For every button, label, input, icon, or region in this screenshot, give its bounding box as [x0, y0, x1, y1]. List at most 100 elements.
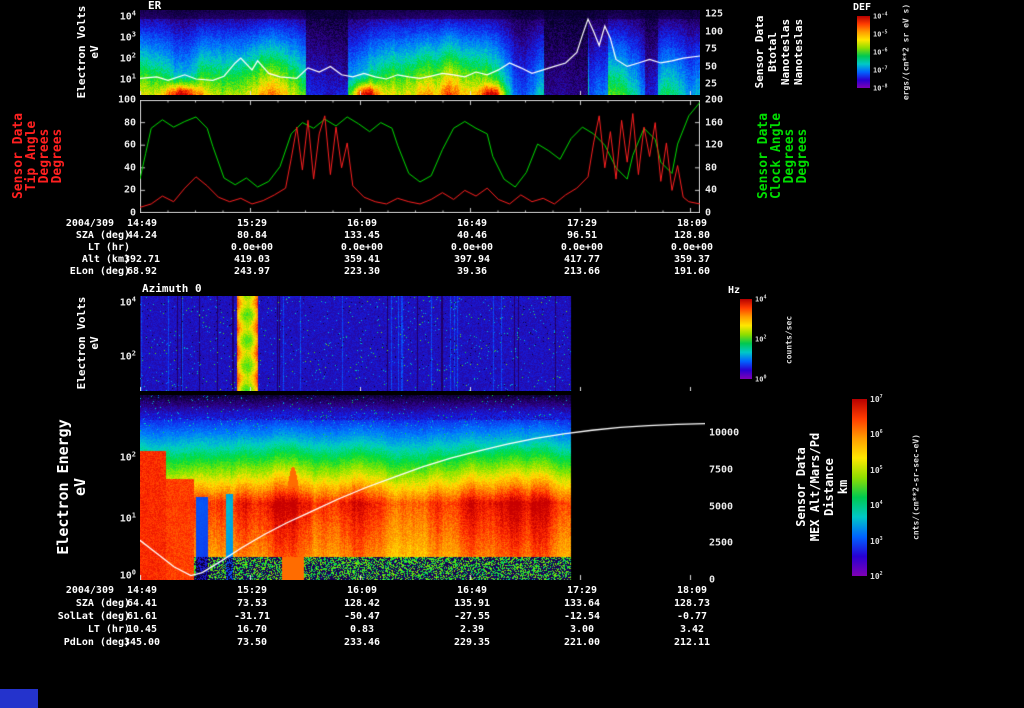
btotal-tick: 75 [705, 43, 718, 55]
annotation-value: 15:29 [236, 585, 268, 596]
annotation-row: LT (hr) 10.45 16.70 0.83 2.39 3.00 3.42 [0, 624, 1024, 636]
bottom-left-blue-box[interactable] [0, 689, 38, 708]
tip-angle-tick: 0 [129, 207, 136, 219]
annotation-row-label: Alt (km) [81, 254, 130, 265]
def-cbar-tick: 10-4 [873, 11, 888, 21]
annotation-value: 3.00 [569, 624, 595, 635]
annotation-value: 0.0e+00 [450, 242, 494, 253]
tip-angle-tick: 40 [123, 162, 136, 174]
def-cbar-tick: 10-5 [873, 29, 888, 39]
energy-tick: 101 [119, 511, 136, 525]
annotation-row: Alt (km) 392.71 419.03 359.41 397.94 417.77 35… [0, 254, 1024, 266]
annotation-value: -0.77 [676, 611, 708, 622]
annotation-value: 10.45 [126, 624, 158, 635]
annotation-value: 191.60 [673, 266, 711, 277]
annotation-value: -31.71 [233, 611, 271, 622]
clock-angle-tick: 40 [705, 184, 718, 196]
annotation-row: SZA (deg) 44.24 80.84 133.45 40.46 96.51 128.8… [0, 230, 1024, 242]
electron-spectrogram-canvas [140, 395, 705, 580]
def-cbar-tick: 10-6 [873, 47, 888, 57]
annotation-value: 133.64 [563, 598, 601, 609]
clock-angle-tick: 120 [705, 139, 724, 151]
mex-alt-axis-title-text: Sensor Data MEX Alt/Mars/Pd Distance km [794, 432, 850, 542]
annotation-row-label: SZA (deg) [75, 598, 130, 609]
altitude-tick: 0 [709, 574, 716, 586]
tip-angle-tick: 20 [123, 184, 136, 196]
annotation-value: 223.30 [343, 266, 381, 277]
er-right-axis-title-text: Sensor Data Btotal Nanoteslas Nanoteslas [753, 15, 805, 89]
hz-cbar-tick: 100 [755, 374, 767, 384]
annotation-value: 17:29 [566, 585, 598, 596]
annotation-row-label: PdLon (deg) [63, 637, 130, 648]
annotation-value: -50.47 [343, 611, 381, 622]
azimuth-panel-title: Azimuth 0 [142, 282, 202, 295]
annotation-value: 64.41 [126, 598, 158, 609]
annotation-value: 14:49 [126, 585, 158, 596]
annotation-value: 17:29 [566, 218, 598, 229]
clock-angle-tick: 80 [705, 162, 718, 174]
tip-angle-tick: 80 [123, 117, 136, 129]
annotation-value: 73.50 [236, 637, 268, 648]
er-energy-tick: 101 [119, 72, 136, 86]
annotation-value: 0.83 [349, 624, 375, 635]
annotation-row: 2004/309 14:49 15:29 16:09 16:49 17:29 18:09 [0, 585, 1024, 597]
annotation-value: 128.80 [673, 230, 711, 241]
annotation-value: 2.39 [459, 624, 485, 635]
altitude-tick: 10000 [709, 427, 740, 439]
annotation-value: 128.73 [673, 598, 711, 609]
flux-colorbar [852, 399, 867, 576]
annotation-value: 39.36 [456, 266, 488, 277]
annotation-value: 68.92 [126, 266, 158, 277]
annotation-value: 40.46 [456, 230, 488, 241]
annotation-value: 0.0e+00 [340, 242, 384, 253]
annotation-value: 0.0e+00 [560, 242, 604, 253]
annotation-value: 16.70 [236, 624, 268, 635]
hz-colorbar-title: Hz [728, 285, 741, 296]
clock-angle-tick: 0 [705, 207, 712, 219]
annotation-value: 16:09 [346, 585, 378, 596]
annotation-row: ELon (deg) 68.92 243.97 223.30 39.36 213.66 19… [0, 266, 1024, 278]
clock-angle-axis-title-text: Sensor Data Clock Angle Degrees Degrees [756, 112, 810, 200]
flux-cbar-tick: 105 [870, 464, 883, 475]
altitude-tick: 7500 [709, 464, 734, 476]
tip-angle-tick: 100 [117, 94, 136, 106]
cnts-colorbar-unit-text: cnts/(cm**2-sr-sec-eV) [911, 434, 921, 540]
annotation-row: 2004/309 14:49 15:29 16:09 16:49 17:29 18:09 [0, 218, 1024, 230]
annotation-row: PdLon (deg) 345.00 73.50 233.46 229.35 221.00… [0, 637, 1024, 649]
def-colorbar [857, 16, 870, 88]
annotation-value: 15:29 [236, 218, 268, 229]
annotation-value: 18:09 [676, 585, 708, 596]
def-cbar-tick: 10-8 [873, 83, 888, 93]
annotation-value: 213.66 [563, 266, 601, 277]
energy-tick: 100 [119, 568, 136, 583]
annotation-value: 128.42 [343, 598, 381, 609]
annotation-value: -27.55 [453, 611, 491, 622]
annotation-value: 419.03 [233, 254, 271, 265]
annotation-value: -12.54 [563, 611, 601, 622]
annotation-value: 16:09 [346, 218, 378, 229]
annotation-value: 0.0e+00 [670, 242, 714, 253]
altitude-tick: 5000 [709, 501, 734, 513]
annotation-value: 345.00 [123, 637, 161, 648]
flux-cbar-tick: 102 [870, 571, 883, 581]
er-panel-title: ER [148, 0, 162, 12]
altitude-tick: 2500 [709, 537, 734, 549]
annotation-value: 229.35 [453, 637, 491, 648]
annotation-value: 397.94 [453, 254, 491, 265]
flux-cbar-tick: 104 [870, 500, 883, 511]
energy-tick: 102 [119, 450, 136, 464]
annotation-row-label: SZA (deg) [75, 230, 130, 241]
azimuth-spectrogram-canvas [140, 296, 705, 391]
er-energy-tick: 104 [119, 9, 136, 23]
annotation-value: 80.84 [236, 230, 268, 241]
annotation-row-label: LT (hr) [87, 624, 130, 635]
annotation-value: 16:49 [456, 218, 488, 229]
annotation-value: 359.37 [673, 254, 711, 265]
hz-colorbar-unit-text: counts/sec [784, 315, 794, 365]
annotation-value: 16:49 [456, 585, 488, 596]
annotation-row-label: 2004/309 [65, 585, 114, 596]
annotation-value: 359.41 [343, 254, 381, 265]
flux-cbar-tick: 107 [870, 394, 883, 404]
annotation-value: 135.91 [453, 598, 491, 609]
